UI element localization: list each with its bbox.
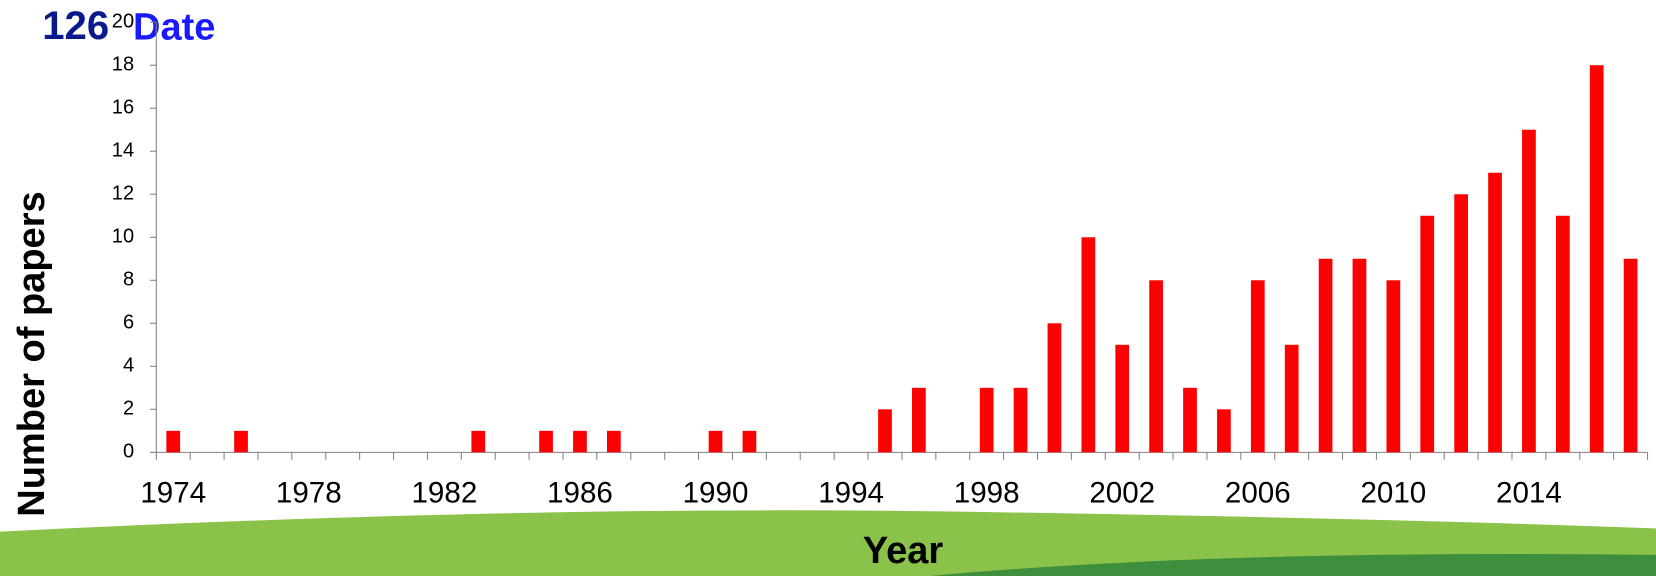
bar	[1420, 216, 1434, 453]
bar	[539, 431, 553, 453]
slide-title: Date	[133, 7, 215, 49]
bar	[1149, 280, 1163, 452]
x-tick-label: 1998	[954, 476, 1020, 509]
bar	[1285, 345, 1299, 453]
y-tick-label: 4	[123, 355, 134, 377]
bar	[980, 388, 994, 453]
x-tick-label: 1978	[276, 476, 342, 509]
y-tick-label: 18	[112, 54, 134, 76]
bar	[1319, 259, 1333, 453]
bar	[166, 431, 180, 453]
x-axis-title: Year	[863, 530, 944, 572]
bar	[1081, 237, 1095, 452]
x-tick-label: 2010	[1360, 476, 1426, 509]
y-tick-label: 8	[123, 269, 134, 291]
bar	[573, 431, 587, 453]
x-tick-label: 2014	[1496, 476, 1562, 509]
bar	[1183, 388, 1197, 453]
bar	[912, 388, 926, 453]
bar	[1624, 259, 1638, 453]
bar	[1251, 280, 1265, 452]
bar	[743, 431, 757, 453]
bar	[607, 431, 621, 453]
bar	[1590, 65, 1604, 452]
y-tick-label: 2	[123, 398, 134, 420]
bar	[1454, 194, 1468, 452]
bar	[709, 431, 723, 453]
bar	[1488, 173, 1502, 453]
y-tick-label: 6	[123, 312, 134, 334]
bar	[1217, 409, 1231, 452]
y-axis-title: Number of papers	[11, 191, 53, 516]
slide-number: 126	[42, 3, 109, 48]
bar	[1115, 345, 1129, 453]
bar	[234, 431, 248, 453]
y-tick-label: 16	[112, 97, 134, 119]
x-tick-label: 1986	[547, 476, 613, 509]
y-tick-label: 0	[123, 441, 134, 463]
x-tick-label: 1994	[818, 476, 884, 509]
y-tick-label: 20	[112, 10, 134, 32]
bar	[878, 409, 892, 452]
x-tick-label: 2006	[1225, 476, 1291, 509]
bar	[1353, 259, 1367, 453]
x-tick-label: 2002	[1089, 476, 1155, 509]
bar	[1048, 323, 1062, 452]
y-tick-label: 10	[112, 226, 134, 248]
bar	[1014, 388, 1028, 453]
page: 126 Date Number of papers Year 0 2 4 6 8 10 12…	[0, 0, 1656, 576]
x-tick-label: 1982	[411, 476, 477, 509]
slide: 126 Date Number of papers Year 0 2 4 6 8 10 12…	[0, 0, 1656, 576]
bar	[471, 431, 485, 453]
x-tick-label: 1974	[140, 476, 206, 509]
y-tick-label: 12	[112, 183, 134, 205]
bar	[1556, 216, 1570, 453]
bar	[1386, 280, 1400, 452]
bar	[1522, 130, 1536, 453]
x-tick-label: 1990	[683, 476, 749, 509]
y-tick-label: 14	[112, 140, 134, 162]
